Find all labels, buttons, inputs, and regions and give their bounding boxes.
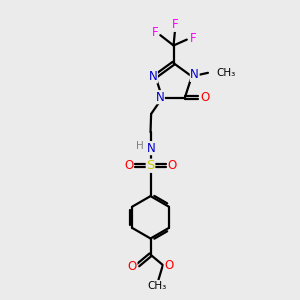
Text: H: H [136,141,144,151]
Text: CH₃: CH₃ [147,280,167,291]
Text: O: O [124,159,134,172]
Text: F: F [152,26,158,39]
Text: CH₃: CH₃ [216,68,236,78]
Text: O: O [164,259,173,272]
Text: N: N [147,142,155,154]
Text: O: O [168,159,177,172]
Text: F: F [172,18,178,32]
Text: N: N [190,68,199,81]
Text: O: O [200,91,209,104]
Text: N: N [156,91,164,104]
Text: S: S [146,159,155,172]
Text: O: O [128,260,137,273]
Text: N: N [148,70,158,83]
Text: F: F [189,32,196,45]
